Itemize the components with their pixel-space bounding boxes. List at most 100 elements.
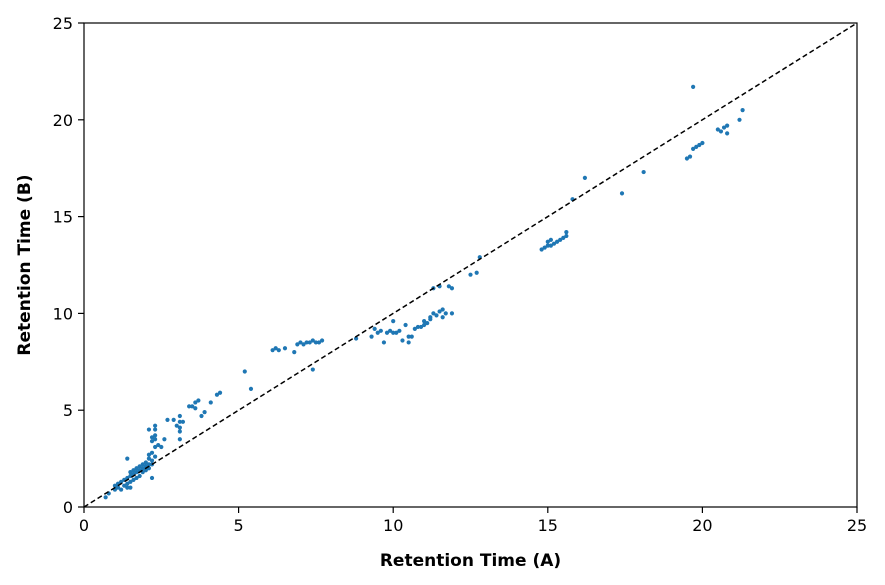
data-point bbox=[174, 423, 179, 428]
data-point bbox=[134, 475, 139, 481]
data-point bbox=[143, 460, 148, 465]
data-point bbox=[316, 340, 322, 345]
x-axis-ticks: 0 5 10 15 20 25 bbox=[79, 507, 867, 535]
data-point bbox=[304, 340, 309, 345]
y-axis-label: Retention Time (B) bbox=[15, 174, 35, 355]
y-tick-label: 5 bbox=[63, 401, 73, 420]
data-point bbox=[153, 433, 158, 438]
data-point bbox=[214, 392, 220, 397]
data-point bbox=[295, 342, 300, 347]
y-tick-label: 10 bbox=[53, 304, 73, 323]
data-point bbox=[242, 369, 247, 374]
data-point bbox=[177, 413, 182, 419]
data-point bbox=[406, 334, 411, 339]
data-point bbox=[177, 425, 182, 430]
data-point bbox=[564, 229, 569, 235]
data-point bbox=[190, 404, 195, 409]
data-point bbox=[119, 487, 124, 492]
data-point bbox=[725, 131, 730, 136]
data-point bbox=[449, 286, 455, 291]
data-point bbox=[542, 245, 547, 250]
data-point bbox=[153, 427, 158, 432]
data-point bbox=[397, 328, 402, 333]
data-point bbox=[298, 340, 303, 345]
data-point bbox=[177, 437, 182, 442]
data-point bbox=[146, 427, 152, 432]
data-point bbox=[128, 470, 133, 475]
data-point bbox=[143, 468, 148, 473]
y-tick-label: 0 bbox=[63, 498, 73, 517]
data-point bbox=[378, 328, 383, 333]
data-point bbox=[319, 338, 325, 343]
data-point bbox=[180, 419, 186, 424]
data-point bbox=[292, 350, 297, 355]
data-point bbox=[434, 313, 439, 318]
data-point bbox=[697, 142, 702, 148]
data-point bbox=[394, 330, 399, 335]
data-point bbox=[437, 309, 442, 314]
x-tick-label: 5 bbox=[234, 516, 244, 535]
data-point bbox=[140, 466, 145, 471]
data-point bbox=[412, 326, 417, 331]
data-point bbox=[282, 346, 288, 351]
data-point bbox=[313, 340, 318, 345]
data-point bbox=[721, 125, 727, 130]
data-point bbox=[715, 127, 720, 132]
identity-reference-line bbox=[83, 22, 858, 508]
data-point bbox=[548, 237, 553, 242]
data-point bbox=[354, 336, 359, 341]
data-point bbox=[310, 338, 315, 343]
data-point bbox=[440, 315, 445, 320]
y-tick-label: 25 bbox=[53, 14, 73, 33]
data-point bbox=[691, 146, 696, 151]
data-point bbox=[418, 324, 424, 330]
data-point bbox=[582, 175, 588, 180]
data-point bbox=[149, 458, 155, 463]
data-point bbox=[128, 485, 133, 490]
data-point bbox=[740, 108, 745, 113]
data-point bbox=[153, 423, 158, 428]
data-point bbox=[446, 284, 451, 289]
data-point bbox=[125, 456, 130, 461]
data-point bbox=[468, 272, 473, 277]
data-point bbox=[551, 241, 557, 246]
y-axis-ticks: 0 5 10 15 20 25 bbox=[53, 14, 84, 517]
data-point bbox=[561, 235, 566, 240]
data-point bbox=[684, 156, 690, 161]
data-point bbox=[431, 311, 436, 316]
data-point bbox=[156, 442, 161, 448]
data-points bbox=[103, 84, 745, 500]
data-point bbox=[440, 307, 445, 312]
x-tick-label: 0 bbox=[79, 516, 89, 535]
x-tick-label: 10 bbox=[383, 516, 403, 535]
data-point bbox=[162, 437, 167, 442]
data-point bbox=[443, 311, 448, 316]
data-point bbox=[217, 390, 223, 395]
data-point bbox=[131, 468, 136, 473]
data-point bbox=[422, 319, 427, 324]
data-point bbox=[307, 340, 312, 345]
data-point bbox=[140, 462, 145, 467]
data-point bbox=[165, 417, 170, 422]
plot-area-frame bbox=[83, 22, 858, 508]
data-point bbox=[310, 367, 315, 372]
data-point bbox=[193, 406, 198, 411]
data-point bbox=[196, 398, 201, 403]
data-point bbox=[301, 342, 306, 347]
data-point bbox=[146, 462, 152, 467]
data-point bbox=[409, 334, 414, 339]
data-point bbox=[375, 330, 380, 335]
data-point bbox=[177, 419, 182, 424]
data-point bbox=[425, 320, 430, 326]
data-point bbox=[146, 456, 152, 461]
data-point bbox=[199, 413, 204, 419]
data-point bbox=[115, 485, 121, 490]
data-point bbox=[149, 475, 155, 481]
data-point bbox=[149, 450, 155, 455]
data-point bbox=[273, 346, 278, 351]
data-point bbox=[131, 477, 136, 482]
data-point bbox=[403, 322, 408, 328]
data-point bbox=[548, 243, 553, 248]
data-point bbox=[422, 322, 427, 328]
